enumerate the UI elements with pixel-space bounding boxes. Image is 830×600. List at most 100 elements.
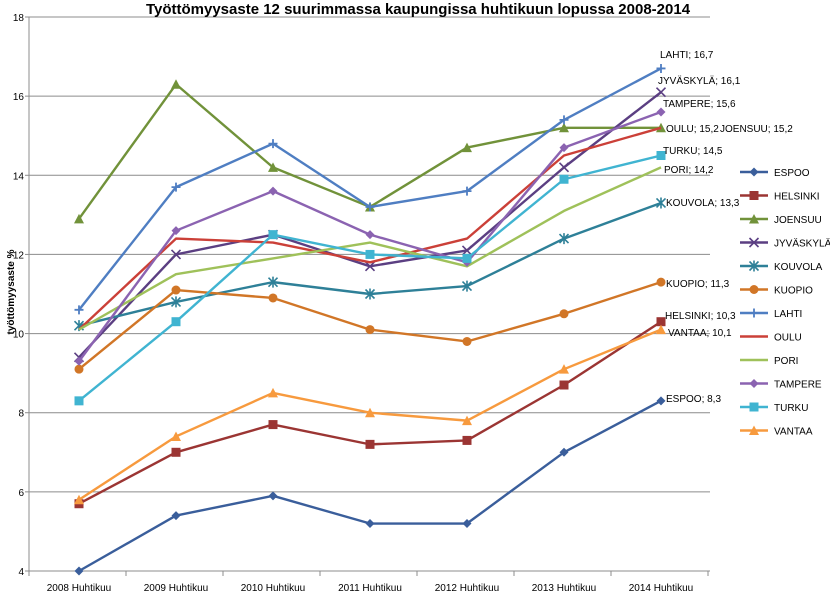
data-point bbox=[462, 435, 472, 445]
legend-item-turku: TURKU bbox=[740, 402, 808, 414]
data-label-vantaa: VANTAA; 10,1 bbox=[668, 328, 732, 339]
y-tick-label: 6 bbox=[18, 488, 24, 499]
data-point bbox=[268, 230, 278, 240]
legend-label: KOUVOLA bbox=[774, 262, 823, 273]
series-pori bbox=[78, 166, 662, 331]
x-tick-label: 2012 Huhtikuu bbox=[435, 583, 500, 594]
x-tick-label: 2009 Huhtikuu bbox=[144, 583, 209, 594]
data-point bbox=[656, 317, 666, 327]
data-label-kuopio: KUOPIO; 11,3 bbox=[666, 279, 730, 290]
data-label-helsinki: HELSINKI; 10,3 bbox=[665, 311, 736, 322]
series-vantaa bbox=[74, 324, 666, 505]
data-point bbox=[462, 415, 472, 426]
data-point bbox=[268, 139, 278, 149]
legend-item-joensuu: JOENSUU bbox=[740, 214, 822, 226]
y-tick-label: 10 bbox=[13, 330, 25, 341]
data-point bbox=[462, 142, 472, 153]
data-point bbox=[559, 380, 569, 390]
legend-label: JYVÄSKYLÄ bbox=[774, 238, 830, 250]
data-point bbox=[656, 63, 666, 73]
data-point bbox=[365, 249, 375, 259]
y-tick-label: 4 bbox=[18, 567, 24, 578]
series-line bbox=[78, 399, 662, 573]
series-lahti bbox=[74, 63, 666, 315]
legend-label: JOENSUU bbox=[774, 215, 822, 226]
data-point bbox=[365, 519, 375, 529]
end-data-labels: ESPOO; 8,3 HELSINKI; 10,3 JOENSUU; 15,2 JYV… bbox=[658, 50, 793, 405]
data-point bbox=[365, 407, 375, 418]
series-kuopio bbox=[74, 277, 666, 374]
legend-swatch-marker bbox=[749, 285, 759, 294]
legend-item-lahti: LAHTI bbox=[740, 308, 802, 320]
data-point bbox=[559, 143, 569, 153]
legend-label: HELSINKI bbox=[774, 192, 820, 203]
legend-swatch-marker bbox=[748, 260, 760, 272]
legend-item-helsinki: HELSINKI bbox=[740, 191, 820, 203]
data-point bbox=[559, 115, 569, 125]
series-line bbox=[78, 67, 662, 311]
legend-item-pori: PORI bbox=[740, 356, 798, 367]
data-label-jyväskylä: JYVÄSKYLÄ; 16,1 bbox=[658, 75, 741, 87]
data-point bbox=[462, 186, 472, 196]
legend-label: ESPOO bbox=[774, 168, 810, 179]
legend-item-kuopio: KUOPIO bbox=[740, 285, 813, 297]
data-point bbox=[559, 309, 569, 319]
y-tick-label: 12 bbox=[13, 250, 25, 261]
data-label-turku: TURKU; 14,5 bbox=[663, 146, 723, 157]
data-point bbox=[656, 107, 666, 117]
x-tick-labels: 2008 Huhtikuu 2009 Huhtikuu 2010 Huhtikuu 2… bbox=[47, 583, 694, 594]
legend-label: TURKU bbox=[774, 403, 808, 414]
data-point bbox=[559, 364, 569, 374]
data-point bbox=[365, 439, 375, 449]
legend-swatch-marker bbox=[749, 402, 759, 412]
legend-label: OULU bbox=[774, 333, 802, 344]
data-label-joensuu: JOENSUU; 15,2 bbox=[720, 124, 793, 135]
data-point bbox=[656, 151, 666, 160]
data-point bbox=[656, 277, 666, 287]
y-tick-label: 18 bbox=[13, 13, 25, 24]
series-lines bbox=[73, 63, 667, 576]
y-axis-label: työttömyysaste % bbox=[6, 249, 17, 334]
data-point bbox=[656, 122, 666, 133]
x-tick-label: 2013 Huhtikuu bbox=[532, 583, 597, 594]
series-oulu bbox=[78, 126, 662, 331]
data-point bbox=[462, 336, 472, 346]
legend-item-kouvola: KOUVOLA bbox=[740, 260, 823, 273]
series-line bbox=[78, 91, 662, 359]
data-point bbox=[74, 364, 84, 374]
data-point bbox=[461, 280, 473, 292]
legend-item-oulu: OULU bbox=[740, 333, 802, 344]
legend: ESPOO HELSINKI JOENSUU JYVÄSKYLÄ KOUVOLA KUOP… bbox=[740, 167, 830, 438]
data-point bbox=[656, 396, 666, 406]
legend-swatch-marker bbox=[749, 425, 759, 435]
legend-item-jyväskylä: JYVÄSKYLÄ bbox=[740, 237, 830, 250]
legend-item-vantaa: VANTAA bbox=[740, 425, 813, 438]
legend-label: PORI bbox=[774, 356, 798, 367]
data-point bbox=[74, 494, 84, 505]
data-point bbox=[655, 197, 667, 209]
data-point bbox=[171, 447, 181, 457]
chart-title: Työttömyysaste 12 suurimmassa kaupungiss… bbox=[146, 1, 691, 18]
series-line bbox=[78, 166, 662, 331]
data-label-oulu: OULU; 15,2 bbox=[666, 124, 719, 135]
data-label-lahti: LAHTI; 16,7 bbox=[660, 50, 714, 61]
data-point bbox=[268, 387, 278, 398]
data-point bbox=[558, 233, 570, 245]
legend-swatch-marker bbox=[748, 237, 760, 248]
legend-label: KUOPIO bbox=[774, 286, 813, 297]
data-point bbox=[268, 186, 278, 196]
legend-swatch-marker bbox=[749, 308, 759, 318]
legend-swatch-marker bbox=[749, 214, 759, 224]
data-point bbox=[559, 122, 569, 133]
legend-swatch-marker bbox=[749, 167, 759, 177]
data-point bbox=[559, 447, 569, 457]
data-point bbox=[462, 519, 472, 529]
data-point bbox=[364, 288, 376, 300]
data-point bbox=[655, 87, 667, 98]
axes bbox=[25, 16, 710, 576]
data-point bbox=[268, 491, 278, 501]
data-point bbox=[74, 396, 84, 406]
x-tick-label: 2014 Huhtikuu bbox=[629, 583, 694, 594]
legend-label: VANTAA bbox=[774, 427, 813, 438]
